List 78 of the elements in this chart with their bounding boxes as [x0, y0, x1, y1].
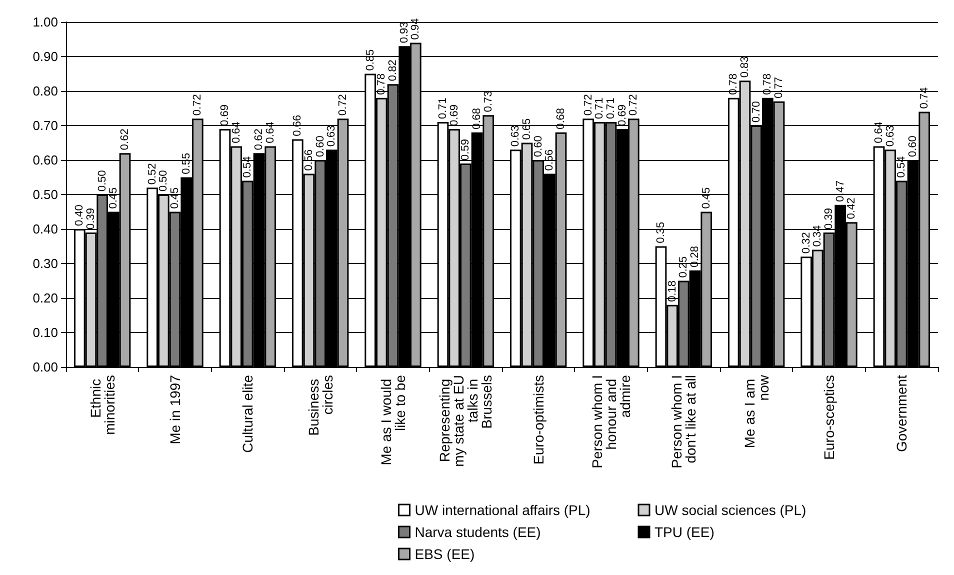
- x-tick-label: Euro-sceptics: [821, 375, 837, 460]
- y-tick-label: 0.30: [32, 256, 58, 271]
- data-label: 0.54: [896, 156, 908, 178]
- data-label: 0.69: [616, 104, 628, 126]
- data-label: 0.39: [84, 208, 97, 230]
- y-tick-label: 0.90: [32, 49, 58, 64]
- data-label: 0.63: [884, 125, 896, 147]
- data-label: 0.78: [728, 73, 740, 95]
- data-label: 0.78: [762, 73, 774, 95]
- data-label: 0.72: [337, 94, 350, 116]
- data-label: 0.93: [398, 22, 410, 44]
- x-tick-label: Representing my state at EU talks in Brussels: [436, 375, 495, 467]
- legend-label: UW social sciences (PL): [654, 502, 806, 518]
- data-label: 0.71: [436, 98, 449, 120]
- data-label: 0.71: [594, 98, 606, 120]
- data-label: 0.47: [834, 180, 846, 202]
- data-label: 0.70: [750, 101, 762, 122]
- y-tick-label: 0.10: [32, 325, 58, 340]
- x-tick-label: Cultural elite: [240, 374, 256, 453]
- y-tick-label: 0.80: [32, 84, 58, 98]
- y-tick-label: 1.00: [32, 14, 58, 30]
- data-label: 0.78: [376, 73, 388, 95]
- data-label: 0.18: [666, 280, 678, 302]
- y-tick-label: 0.20: [32, 290, 58, 306]
- data-label: 0.72: [628, 94, 640, 116]
- y-tick-label: 0.70: [32, 118, 58, 133]
- data-label: 0.83: [738, 56, 751, 78]
- data-label: 0.39: [823, 208, 835, 230]
- data-label: 0.72: [192, 94, 204, 116]
- data-label: 0.62: [253, 128, 266, 150]
- data-label: 0.60: [907, 136, 920, 157]
- data-label: 0.34: [812, 225, 824, 247]
- y-tick-label: 0.50: [32, 187, 58, 202]
- x-tick-label: Business circles: [305, 375, 336, 436]
- data-label: 0.64: [264, 122, 276, 144]
- data-label: 0.68: [471, 108, 484, 130]
- data-label: 0.60: [314, 136, 326, 157]
- data-label: 0.50: [96, 170, 108, 192]
- data-label: 0.59: [460, 139, 472, 160]
- data-label: 0.82: [387, 60, 399, 82]
- data-label: 0.54: [242, 156, 254, 178]
- x-tick-label: Me as I am now: [741, 374, 772, 448]
- data-label: 0.62: [119, 128, 132, 150]
- data-label: 0.45: [700, 187, 712, 209]
- x-tick-label: Me in 1997: [167, 374, 183, 444]
- data-label: 0.50: [158, 170, 170, 192]
- data-label: 0.72: [582, 94, 594, 116]
- legend-label: Narva students (EE): [414, 524, 541, 540]
- x-tick-label: Me as I would like to be: [378, 374, 408, 466]
- data-label: 0.77: [773, 76, 786, 98]
- data-label: 0.69: [218, 104, 231, 126]
- legend-label: EBS (EE): [414, 546, 475, 562]
- data-label: 0.42: [846, 198, 858, 220]
- data-label: 0.52: [146, 163, 158, 185]
- data-label: 0.71: [605, 98, 617, 120]
- data-label: 0.69: [448, 104, 460, 126]
- x-tick-label: Government: [894, 374, 910, 452]
- y-tick-label: 0.60: [32, 152, 58, 168]
- data-label: 0.32: [800, 232, 812, 254]
- data-label: 0.63: [510, 125, 522, 147]
- data-label: 0.73: [482, 90, 494, 112]
- data-label: 0.40: [74, 204, 86, 226]
- y-tick-label: 0.40: [32, 222, 58, 236]
- legend-label: UW international affairs (PL): [414, 502, 590, 518]
- data-label: 0.63: [326, 125, 338, 147]
- x-tick-label: Euro-optimists: [530, 375, 546, 464]
- x-tick-label: Ethnic minorities: [87, 375, 118, 435]
- legend-label: TPU (EE): [654, 524, 714, 540]
- data-label: 0.64: [872, 122, 885, 144]
- data-label: 0.28: [689, 246, 702, 268]
- data-label: 0.60: [532, 136, 544, 157]
- y-tick-label: 0.00: [32, 360, 58, 374]
- data-label: 0.45: [169, 187, 181, 209]
- data-label: 0.45: [108, 187, 120, 209]
- x-tick-label: Person whom I honour and admire: [589, 374, 633, 468]
- data-label: 0.94: [410, 18, 422, 40]
- data-label: 0.68: [555, 108, 568, 130]
- data-label: 0.64: [230, 122, 242, 144]
